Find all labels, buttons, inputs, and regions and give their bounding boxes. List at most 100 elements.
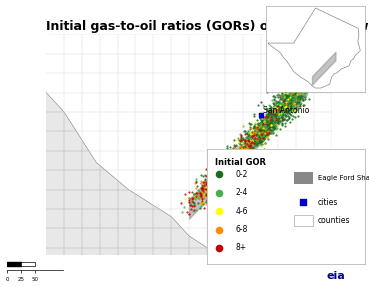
Point bbox=[255, 127, 261, 131]
Point bbox=[270, 124, 276, 129]
Point bbox=[264, 131, 270, 135]
Point bbox=[253, 141, 259, 146]
Point bbox=[226, 172, 232, 177]
Point bbox=[270, 131, 276, 135]
Point bbox=[275, 117, 280, 121]
Point bbox=[205, 192, 211, 197]
Point bbox=[239, 156, 245, 160]
Point bbox=[212, 188, 218, 193]
Point bbox=[300, 90, 306, 94]
Point bbox=[229, 182, 235, 187]
Point bbox=[234, 149, 240, 154]
Point bbox=[251, 152, 257, 157]
Point bbox=[258, 131, 264, 136]
Point bbox=[258, 147, 263, 152]
Point bbox=[242, 149, 248, 154]
Point bbox=[273, 108, 279, 113]
Point bbox=[265, 120, 271, 124]
Point bbox=[271, 94, 277, 99]
Point bbox=[257, 127, 263, 132]
Point bbox=[223, 162, 229, 166]
Point bbox=[213, 158, 218, 162]
Point bbox=[267, 125, 273, 129]
Point bbox=[291, 102, 297, 106]
Point bbox=[244, 168, 250, 172]
Point bbox=[252, 150, 258, 154]
Point bbox=[204, 181, 210, 185]
Point bbox=[205, 196, 211, 201]
Point bbox=[210, 172, 216, 177]
Point bbox=[293, 94, 299, 99]
Text: cities: cities bbox=[318, 197, 338, 207]
Point bbox=[295, 88, 301, 93]
Point bbox=[278, 94, 284, 98]
Point bbox=[207, 177, 213, 181]
Point bbox=[216, 172, 222, 177]
Point bbox=[246, 138, 252, 143]
Point bbox=[186, 212, 192, 216]
Point bbox=[228, 166, 234, 171]
Point bbox=[254, 139, 259, 144]
Point bbox=[220, 170, 226, 174]
Point bbox=[230, 161, 235, 166]
Point bbox=[237, 144, 243, 148]
Point bbox=[277, 113, 283, 118]
Point bbox=[259, 131, 265, 136]
Point bbox=[224, 169, 230, 173]
Point bbox=[295, 114, 301, 118]
Point bbox=[285, 100, 291, 104]
Point bbox=[256, 141, 262, 146]
Point bbox=[249, 139, 255, 144]
Point bbox=[228, 148, 234, 153]
Point bbox=[284, 93, 290, 97]
Point bbox=[259, 133, 265, 138]
Point bbox=[198, 186, 204, 191]
Point bbox=[292, 90, 298, 95]
Point bbox=[218, 173, 224, 177]
Point bbox=[283, 86, 289, 90]
Point bbox=[248, 154, 254, 158]
Point bbox=[271, 110, 277, 114]
Point bbox=[224, 151, 230, 156]
Point bbox=[287, 104, 293, 109]
Point bbox=[241, 141, 247, 146]
Point bbox=[278, 115, 284, 119]
Point bbox=[315, 87, 321, 91]
Point bbox=[273, 116, 279, 120]
Point bbox=[278, 110, 284, 115]
Point bbox=[247, 155, 253, 160]
Point bbox=[244, 143, 250, 148]
Point bbox=[245, 139, 251, 144]
Point bbox=[263, 118, 269, 122]
Point bbox=[218, 175, 224, 179]
Point bbox=[228, 161, 234, 166]
Point bbox=[226, 156, 232, 161]
Point bbox=[272, 109, 277, 113]
Point bbox=[227, 162, 232, 166]
Point bbox=[251, 150, 257, 154]
Point bbox=[218, 169, 224, 174]
Point bbox=[282, 104, 288, 109]
Point bbox=[212, 173, 218, 178]
Point bbox=[243, 146, 249, 150]
Point bbox=[217, 172, 223, 177]
Point bbox=[207, 184, 213, 188]
Point bbox=[253, 137, 259, 141]
Point bbox=[227, 166, 233, 170]
Point bbox=[265, 128, 271, 133]
Point bbox=[292, 98, 298, 103]
Point bbox=[235, 158, 241, 163]
Point bbox=[207, 185, 213, 190]
Point bbox=[276, 101, 282, 105]
Point bbox=[294, 92, 300, 96]
Point bbox=[290, 102, 296, 107]
Point bbox=[273, 119, 279, 123]
Point bbox=[234, 159, 240, 163]
Point bbox=[264, 120, 270, 125]
Point bbox=[231, 169, 237, 174]
Point bbox=[275, 114, 281, 119]
Point bbox=[184, 209, 190, 214]
Point bbox=[227, 158, 233, 162]
Point bbox=[259, 118, 265, 123]
Point bbox=[302, 89, 308, 94]
